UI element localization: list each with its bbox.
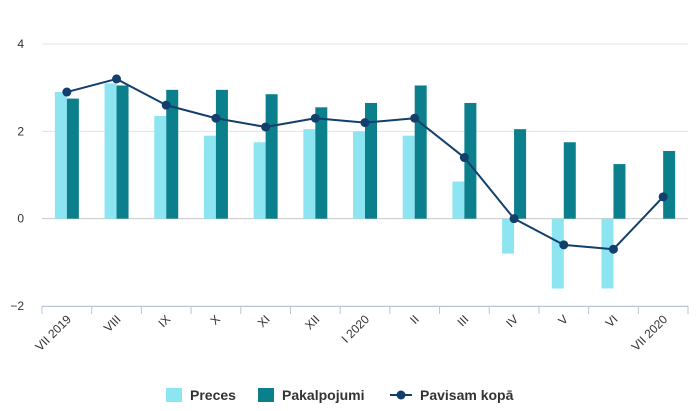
- x-tick-label: III: [455, 312, 472, 329]
- bar-pakalpojumi[interactable]: [563, 142, 576, 219]
- point-pavisam-kopa[interactable]: [211, 113, 221, 123]
- point-pavisam-kopa[interactable]: [161, 100, 171, 110]
- legend-item-pakalpojumi[interactable]: Pakalpojumi: [258, 387, 364, 403]
- bar-pakalpojumi[interactable]: [265, 94, 278, 219]
- y-tick-label: 0: [17, 212, 24, 226]
- bar-pakalpojumi[interactable]: [514, 129, 527, 219]
- bar-pakalpojumi[interactable]: [414, 85, 427, 219]
- bar-preces[interactable]: [154, 116, 167, 219]
- point-pavisam-kopa[interactable]: [559, 240, 569, 250]
- bars: [54, 83, 676, 289]
- bar-preces[interactable]: [502, 218, 515, 254]
- legend-item-pavisam-kopa[interactable]: Pavisam kopā: [390, 387, 514, 403]
- bar-pakalpojumi[interactable]: [613, 164, 626, 219]
- x-tick-label: XII: [302, 312, 322, 332]
- x-tick-label: VII 2019: [32, 312, 74, 354]
- bar-pakalpojumi[interactable]: [66, 98, 79, 219]
- legend-label: Preces: [190, 387, 236, 403]
- bar-preces[interactable]: [54, 92, 67, 219]
- x-tick-label: IX: [155, 312, 173, 330]
- x-tick-label: XI: [255, 312, 273, 330]
- point-pavisam-kopa[interactable]: [608, 244, 618, 254]
- x-axis: VII 2019 VIII IX X XI XII I 2020 II III IV V VI VII …: [32, 306, 689, 354]
- y-tick-label: −2: [10, 299, 24, 313]
- point-pavisam-kopa[interactable]: [62, 87, 72, 97]
- point-pavisam-kopa[interactable]: [261, 122, 271, 132]
- bar-preces[interactable]: [104, 83, 117, 219]
- x-tick-label: II: [407, 312, 422, 327]
- bar-preces[interactable]: [402, 135, 415, 219]
- bar-preces[interactable]: [253, 142, 266, 219]
- total-line: [62, 74, 668, 254]
- bar-pakalpojumi[interactable]: [116, 85, 129, 219]
- point-pavisam-kopa[interactable]: [410, 113, 420, 123]
- bar-pakalpojumi[interactable]: [663, 150, 676, 219]
- point-pavisam-kopa[interactable]: [112, 74, 122, 84]
- x-tick-label: IV: [503, 312, 521, 330]
- x-tick-label: VII 2020: [629, 312, 671, 354]
- x-tick-label: I 2020: [339, 312, 373, 346]
- bar-preces[interactable]: [203, 135, 216, 219]
- legend-label: Pakalpojumi: [282, 387, 364, 403]
- legend-swatch: [166, 388, 182, 402]
- y-axis: 4 2 0 −2: [10, 37, 24, 313]
- legend[interactable]: Preces Pakalpojumi Pavisam kopā: [166, 387, 514, 403]
- bar-preces[interactable]: [303, 129, 316, 219]
- bar-preces[interactable]: [353, 131, 365, 219]
- x-tick-label: VI: [603, 312, 621, 330]
- legend-label: Pavisam kopā: [420, 387, 514, 403]
- point-pavisam-kopa[interactable]: [459, 153, 469, 163]
- point-pavisam-kopa[interactable]: [360, 118, 370, 128]
- bar-pakalpojumi[interactable]: [215, 89, 228, 219]
- bar-preces[interactable]: [551, 218, 564, 289]
- y-tick-label: 4: [17, 37, 24, 51]
- x-tick-label: X: [207, 312, 223, 328]
- legend-item-preces[interactable]: Preces: [166, 387, 236, 403]
- x-tick-label: V: [555, 312, 571, 328]
- bar-pakalpojumi[interactable]: [464, 102, 477, 219]
- bar-preces[interactable]: [452, 181, 465, 219]
- point-pavisam-kopa[interactable]: [310, 113, 320, 123]
- y-tick-label: 2: [17, 124, 24, 138]
- bar-pakalpojumi[interactable]: [166, 89, 179, 219]
- point-pavisam-kopa[interactable]: [509, 214, 519, 224]
- bar-preces[interactable]: [601, 218, 614, 289]
- legend-swatch: [258, 388, 274, 402]
- point-pavisam-kopa[interactable]: [658, 192, 668, 202]
- bar-pakalpojumi[interactable]: [365, 102, 377, 219]
- bar-pakalpojumi[interactable]: [315, 107, 328, 219]
- legend-swatch-marker: [396, 390, 406, 400]
- x-tick-label: VIII: [101, 312, 124, 335]
